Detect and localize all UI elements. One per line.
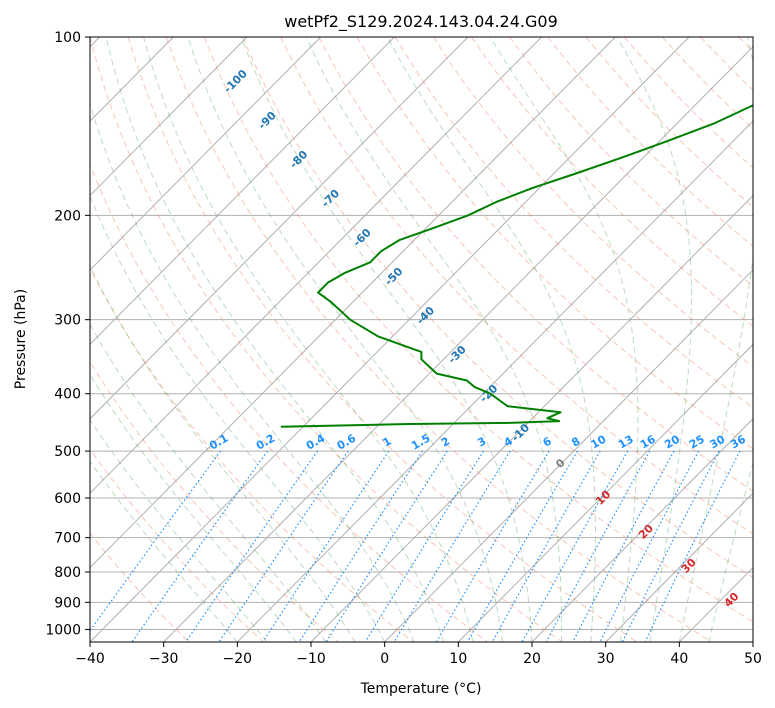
isotherm-line — [90, 37, 395, 346]
dry-adiabat — [90, 532, 190, 642]
isotherm-line — [90, 37, 321, 271]
dry-adiabat — [394, 37, 753, 408]
x-tick-label: −20 — [223, 651, 253, 667]
mixing-ratio-line — [325, 450, 448, 642]
isotherm-line — [236, 120, 753, 642]
x-tick-label: 50 — [744, 651, 762, 667]
isotherm-line — [90, 37, 616, 569]
mixing-ratio-line — [545, 450, 651, 642]
dry-adiabat — [127, 37, 638, 642]
y-tick-label: 900 — [54, 595, 81, 611]
moist-adiabat — [90, 460, 238, 642]
moist-adiabat — [305, 37, 562, 642]
mixing-ratio-line — [393, 450, 511, 642]
moist-adiabat — [616, 37, 692, 642]
y-tick-label: 800 — [54, 565, 81, 581]
mixing-ratio-line — [364, 450, 485, 642]
y-tick-label: 300 — [54, 313, 81, 329]
dry-adiabat — [547, 37, 753, 247]
moist-adiabat — [240, 37, 533, 642]
moist-adiabat — [708, 460, 753, 642]
isotherm-line — [163, 46, 753, 642]
mixing-ratio-line — [435, 450, 550, 642]
y-tick-label: 500 — [54, 444, 81, 460]
dry-adiabat — [165, 37, 712, 642]
x-axis-title: Temperature (°C) — [360, 681, 482, 697]
moist-adiabat — [386, 37, 596, 642]
x-tick-label: 20 — [523, 651, 541, 667]
isotherm-line — [531, 418, 753, 642]
x-tick-label: 0 — [380, 651, 389, 667]
x-tick-label: 40 — [670, 651, 688, 667]
plot-frame — [89, 36, 754, 643]
dry-adiabat — [203, 37, 753, 623]
mixing-ratio-line — [218, 450, 349, 642]
x-tick-label: −30 — [149, 651, 179, 667]
dry-adiabat — [90, 360, 339, 642]
y-axis-title: Pressure (hPa) — [13, 289, 29, 389]
isotherm-line — [384, 269, 753, 642]
isotherm-line — [457, 343, 753, 642]
y-tick-label: 400 — [54, 387, 81, 403]
moist-adiabat — [489, 37, 639, 642]
mixing-ratio-line — [466, 450, 579, 642]
moist-adiabat — [90, 264, 356, 642]
dry-adiabat — [280, 37, 753, 535]
dry-adiabat — [242, 37, 753, 579]
moist-adiabat — [90, 101, 415, 642]
x-tick-label: 30 — [597, 651, 615, 667]
mixing-ratio-line — [599, 450, 700, 642]
dry-adiabat — [509, 37, 753, 287]
y-tick-label: 600 — [54, 491, 81, 507]
moist-adiabat — [90, 373, 297, 642]
mixing-ratio-line — [572, 450, 675, 642]
moist-adiabat — [187, 37, 503, 642]
isotherm-line — [90, 37, 542, 494]
isotherm-line — [90, 37, 469, 420]
dry-adiabat — [90, 163, 488, 642]
mixing-ratio-line — [90, 450, 221, 632]
moist-adiabat — [90, 323, 327, 642]
moist-adiabat — [90, 418, 268, 642]
y-tick-label: 1000 — [45, 622, 81, 638]
mixing-ratio-line — [185, 450, 318, 642]
moist-adiabat — [678, 37, 753, 642]
chart-title: wetPf2_S129.2024.143.04.24.G09 — [284, 12, 558, 32]
profile-line-2 — [280, 104, 753, 428]
y-tick-label: 100 — [54, 30, 81, 46]
dry-adiabat — [90, 448, 264, 642]
x-tick-label: 10 — [449, 651, 467, 667]
isotherm-line — [605, 492, 753, 642]
moist-adiabat — [143, 37, 474, 642]
mixing-ratio-line — [521, 450, 629, 642]
dry-adiabat — [432, 37, 753, 368]
mixing-ratio-line — [491, 450, 601, 642]
y-tick-label: 700 — [54, 531, 81, 547]
mixing-ratio-line — [131, 450, 268, 642]
x-tick-label: −40 — [75, 651, 105, 667]
isotherm-line — [310, 194, 753, 642]
moist-adiabat — [105, 37, 445, 642]
moist-adiabat — [90, 194, 386, 642]
y-tick-label: 200 — [54, 208, 81, 224]
isotherm-line — [90, 37, 248, 197]
x-tick-label: −10 — [296, 651, 326, 667]
